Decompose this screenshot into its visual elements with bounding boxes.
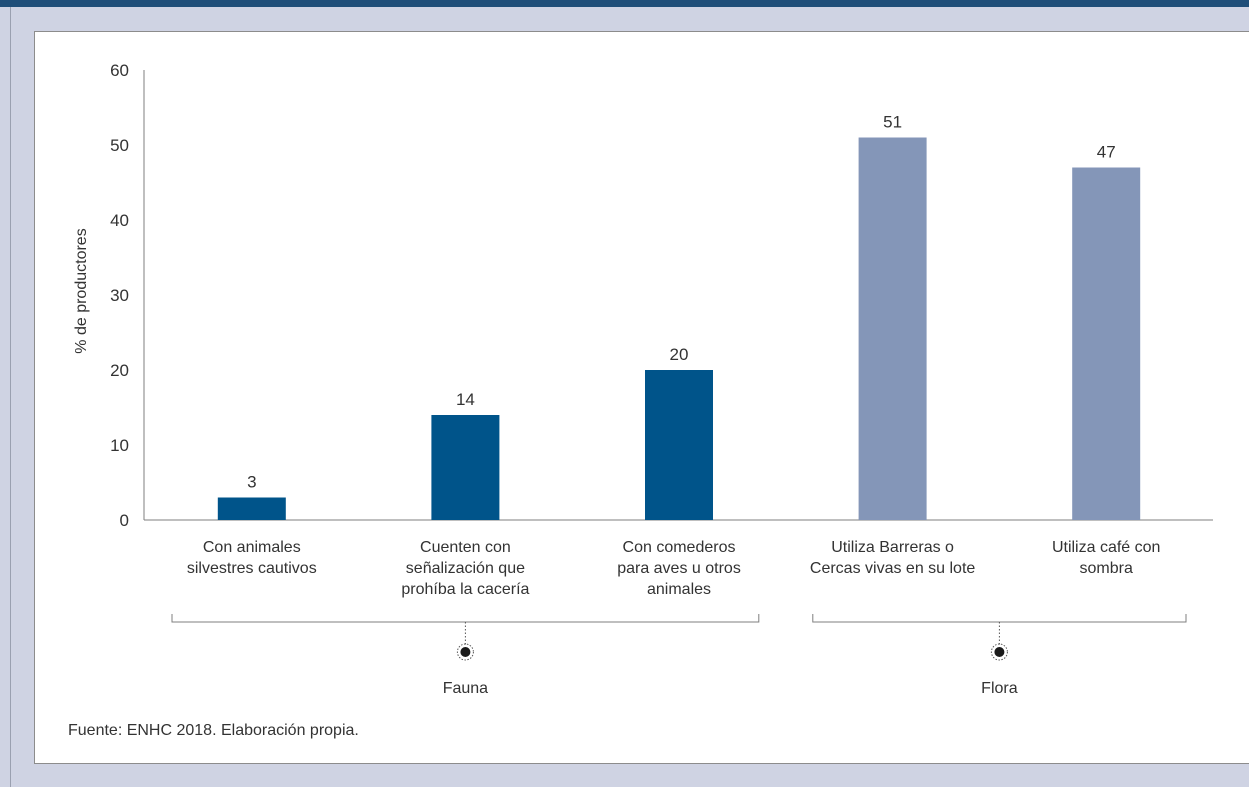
chart-panel — [34, 31, 1249, 764]
category-label: Utiliza café con sombra — [1052, 539, 1161, 577]
category-label: Utiliza Barreras o Cercas vivas en su lot… — [810, 539, 976, 577]
data-label: 47 — [1097, 143, 1116, 162]
data-label: 3 — [247, 473, 256, 492]
group-label: Fauna — [443, 680, 488, 697]
chart-labels: 3 Con animales silvestres cautivos 14 Cuente… — [187, 113, 1161, 599]
header-bar — [0, 0, 1249, 7]
bar — [645, 370, 713, 520]
group-label: Flora — [981, 680, 1018, 697]
y-tick-label: 0 — [120, 511, 129, 530]
group-bracket — [171, 614, 760, 623]
group-marker-dot — [994, 647, 1005, 657]
bar — [217, 497, 286, 520]
chart-bars — [217, 137, 1141, 520]
data-label: 51 — [883, 113, 902, 132]
group-bracket — [812, 614, 1187, 623]
chart-groups: Fauna Flora — [171, 614, 1187, 697]
y-tick-label: 50 — [110, 136, 129, 155]
category-label: Cuenten con señalización que prohíba la ca… — [401, 539, 529, 598]
source-note: Fuente: ENHC 2018. Elaboración propia. — [68, 722, 359, 739]
bar — [431, 415, 500, 520]
bar — [1072, 167, 1141, 520]
data-label: 20 — [670, 345, 689, 364]
y-axis-title: % de productores — [73, 228, 90, 353]
group-marker-ring — [456, 643, 474, 661]
group-marker-dot — [460, 647, 471, 657]
y-tick-label: 10 — [110, 436, 129, 455]
category-label: Con comederos para aves u otros animales — [617, 539, 741, 598]
category-label: Con animales silvestres cautivos — [187, 539, 317, 577]
y-tick-label: 60 — [110, 61, 129, 80]
y-tick-label: 20 — [110, 361, 129, 380]
bar — [858, 137, 927, 520]
y-tick-label: 30 — [110, 286, 129, 305]
data-label: 14 — [456, 390, 475, 409]
y-tick-label: 40 — [110, 211, 129, 230]
group-marker-ring — [990, 643, 1008, 661]
page-left-edge — [0, 7, 11, 787]
chart-axes: 0 10 20 30 40 50 60 % de productores — [73, 61, 1213, 530]
